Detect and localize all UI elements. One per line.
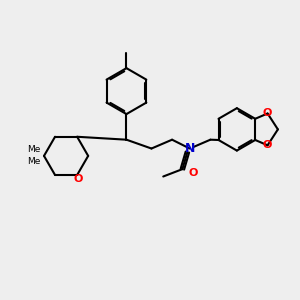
Text: Me: Me bbox=[27, 158, 40, 166]
Text: Me: Me bbox=[27, 146, 40, 154]
Text: O: O bbox=[73, 173, 82, 184]
Text: N: N bbox=[184, 142, 195, 155]
Text: O: O bbox=[189, 168, 198, 178]
Text: O: O bbox=[263, 109, 272, 118]
Text: O: O bbox=[263, 140, 272, 150]
